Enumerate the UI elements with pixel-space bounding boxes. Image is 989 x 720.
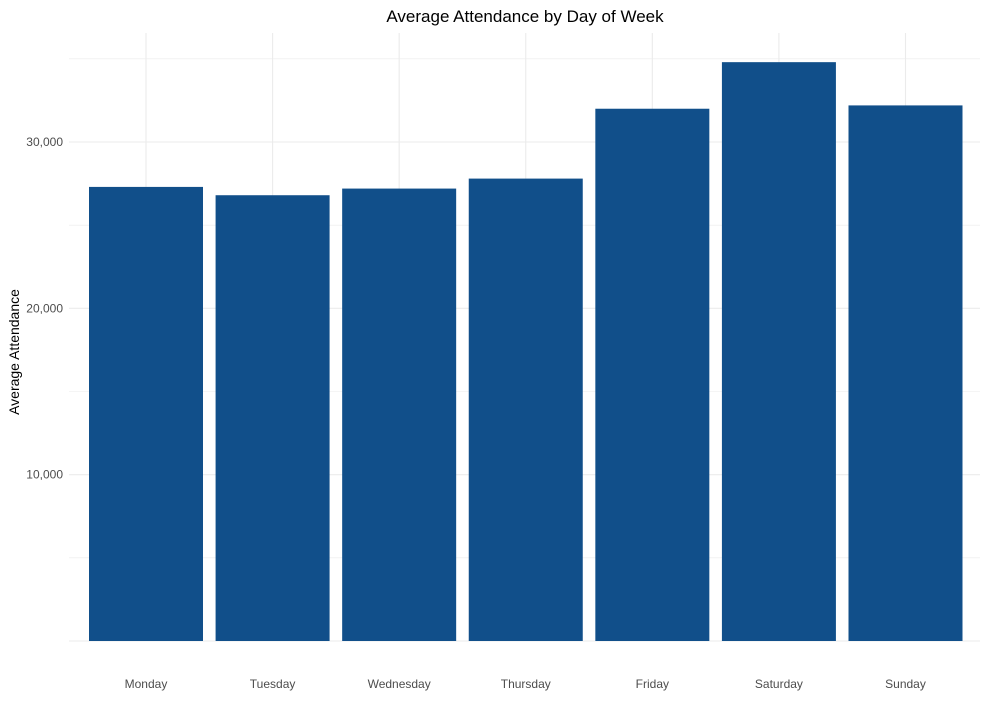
- y-tick-label: 30,000: [26, 135, 63, 149]
- y-tick-label: 10,000: [26, 468, 63, 482]
- x-tick-label: Friday: [636, 677, 669, 691]
- bars-layer: [89, 62, 963, 642]
- bar-tuesday: [215, 195, 330, 641]
- x-tick-label: Wednesday: [368, 677, 431, 691]
- x-tick-label: Tuesday: [250, 677, 296, 691]
- x-tick-label: Saturday: [755, 677, 803, 691]
- bar-sunday: [848, 105, 963, 641]
- x-axis-ticks: Monday Tuesday Wednesday Thursday Friday Satu…: [125, 677, 926, 691]
- x-tick-label: Sunday: [885, 677, 926, 691]
- bar-friday: [595, 108, 710, 641]
- bar-saturday: [721, 62, 836, 642]
- bar-monday: [89, 186, 203, 641]
- x-tick-label: Thursday: [501, 677, 551, 691]
- bar-wednesday: [342, 188, 457, 641]
- x-tick-label: Monday: [125, 677, 168, 691]
- y-axis-ticks: 10,000 20,000 30,000: [26, 135, 63, 482]
- y-tick-label: 20,000: [26, 301, 63, 315]
- bar-thursday: [468, 178, 583, 642]
- y-axis-title: Average Attendance: [6, 289, 22, 415]
- chart-title: Average Attendance by Day of Week: [386, 7, 664, 26]
